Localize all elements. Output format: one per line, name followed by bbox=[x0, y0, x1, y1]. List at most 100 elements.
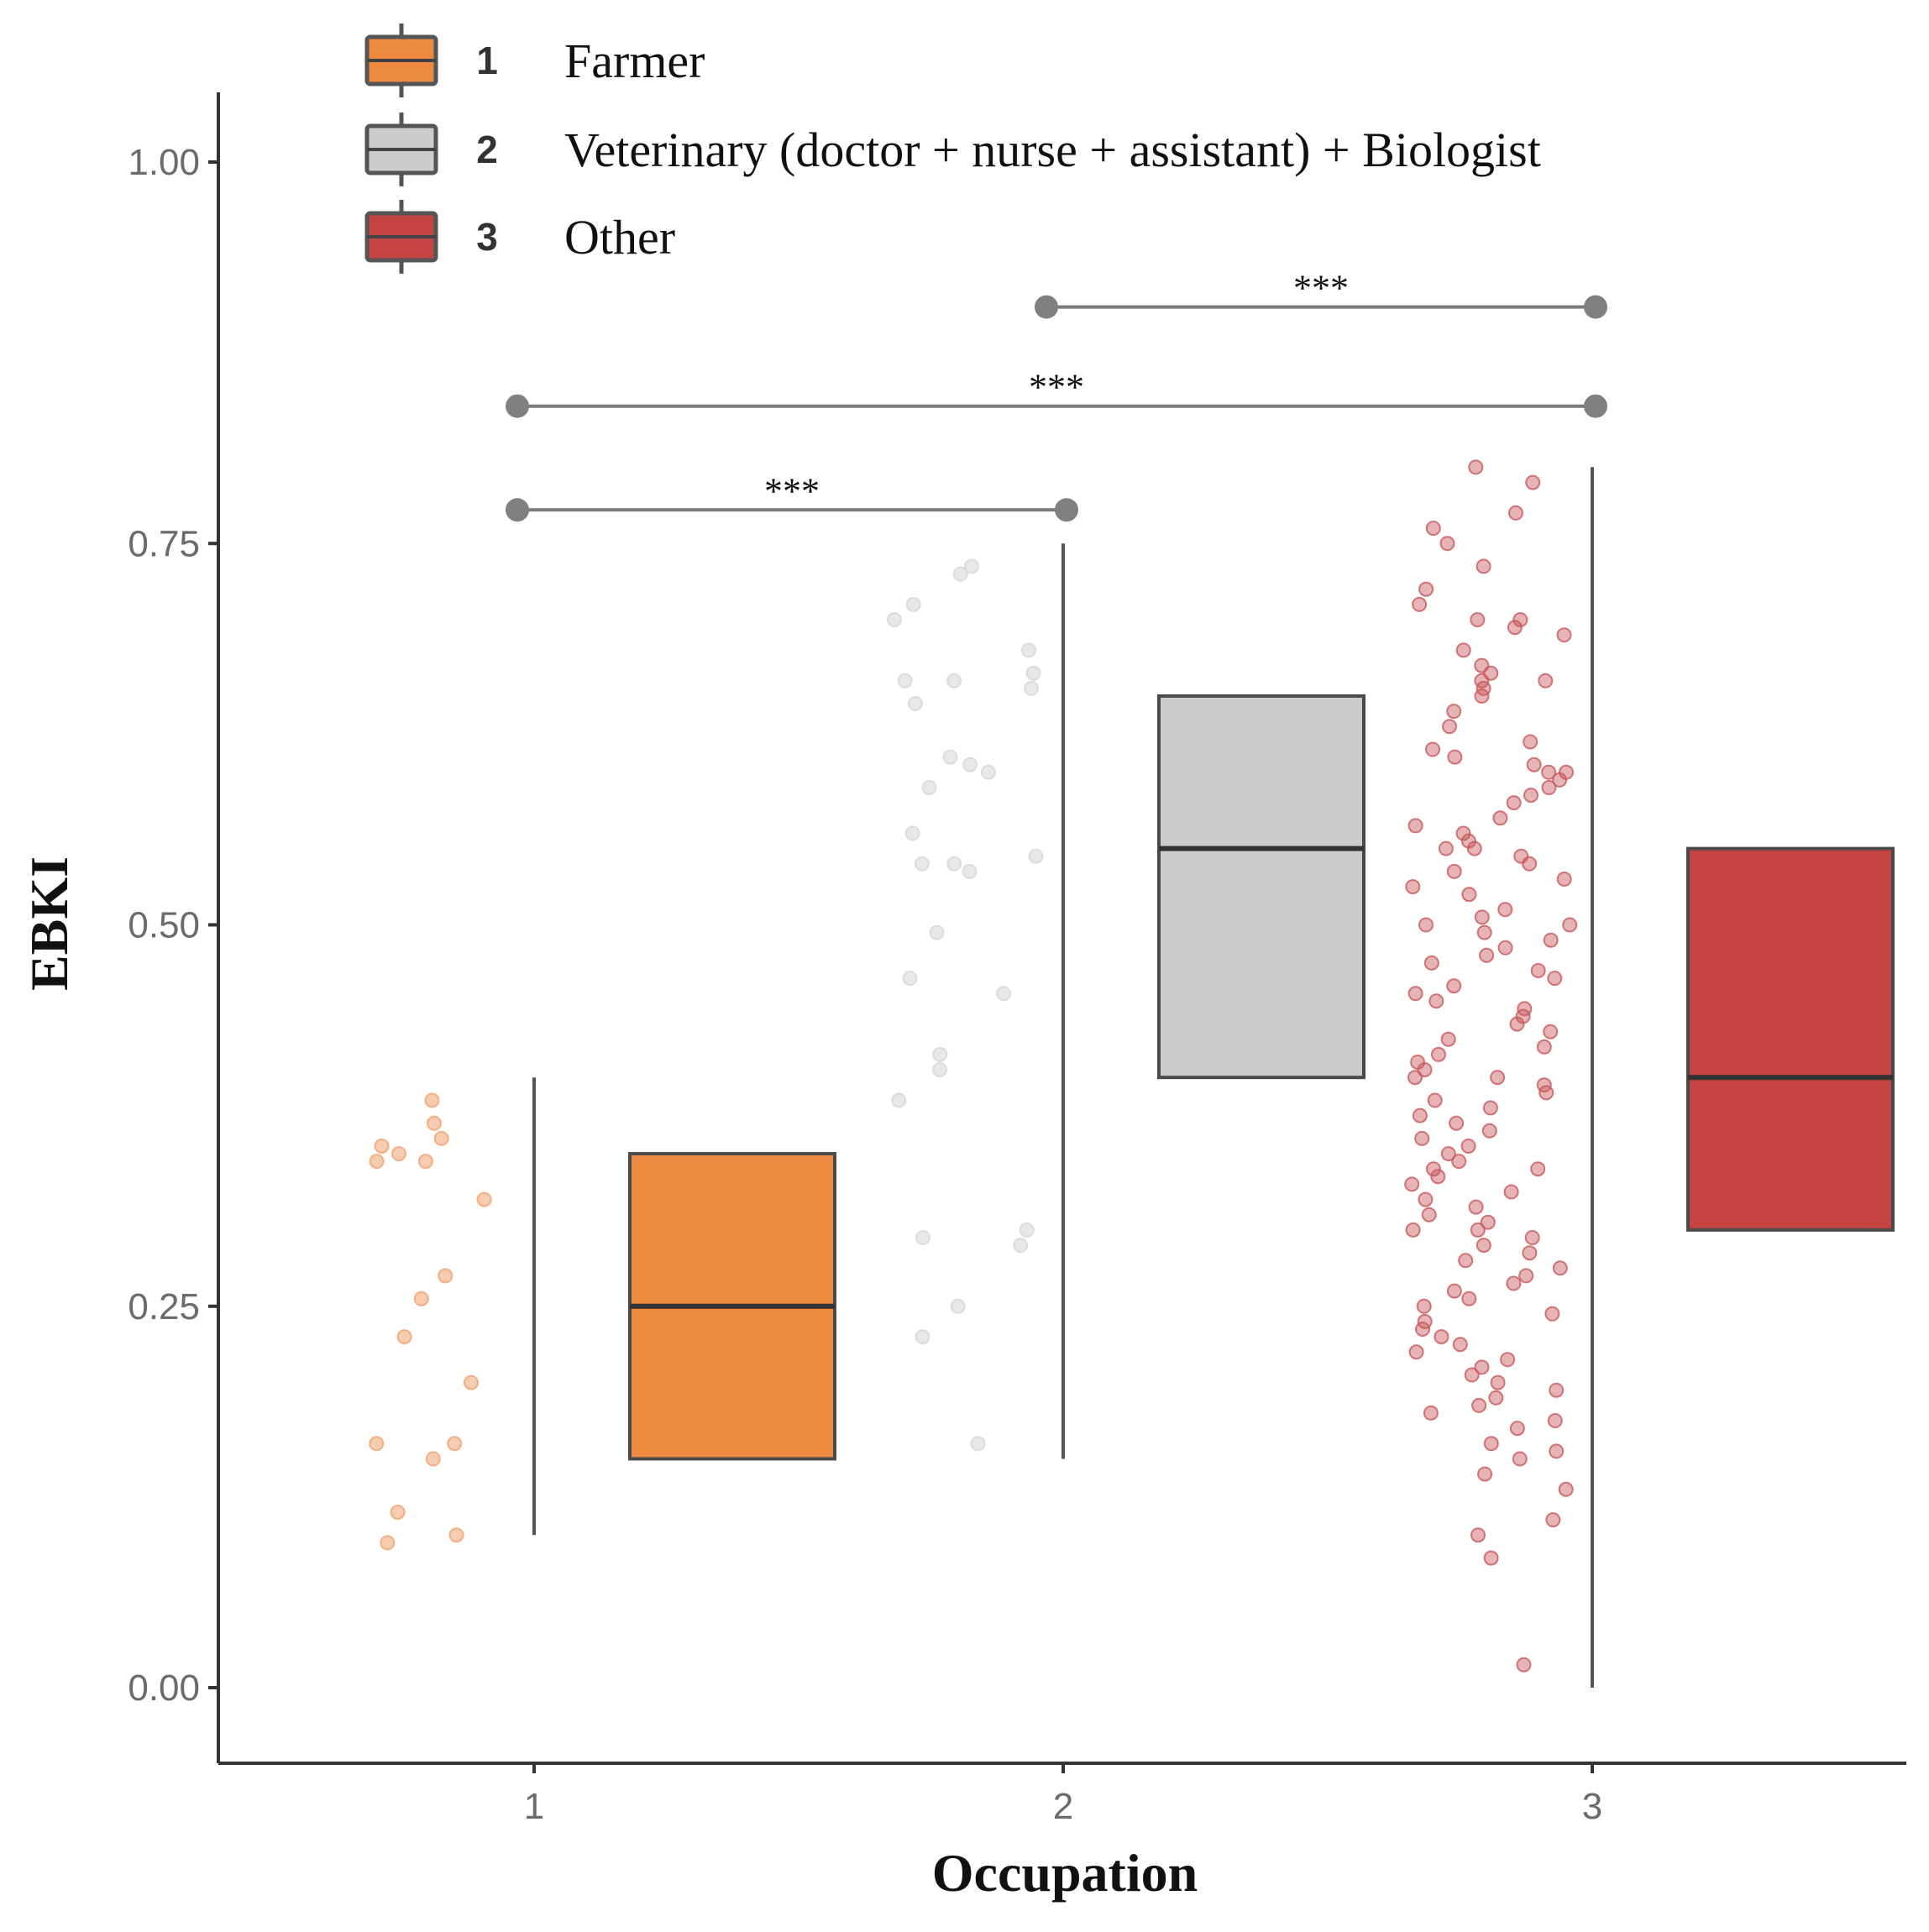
legend-key-number: 3 bbox=[476, 215, 498, 259]
data-point bbox=[476, 1191, 492, 1207]
data-point bbox=[1461, 1291, 1477, 1306]
data-point bbox=[1480, 1214, 1496, 1230]
data-point bbox=[897, 673, 913, 689]
data-point bbox=[1541, 764, 1557, 780]
data-point bbox=[1483, 1550, 1499, 1566]
data-point bbox=[464, 1374, 479, 1390]
data-point bbox=[425, 1451, 441, 1467]
data-point bbox=[1461, 887, 1477, 903]
data-point bbox=[970, 1436, 986, 1452]
x-ticks: 1 2 3 bbox=[524, 1763, 1602, 1827]
data-point bbox=[1512, 612, 1528, 628]
bracket-end bbox=[506, 498, 529, 522]
data-point bbox=[380, 1535, 396, 1551]
data-point bbox=[1530, 963, 1546, 978]
data-point bbox=[1421, 1207, 1437, 1223]
data-point bbox=[1544, 1306, 1560, 1322]
data-point bbox=[1470, 1222, 1486, 1238]
data-point bbox=[1556, 872, 1572, 887]
box-category-3 bbox=[1591, 467, 1895, 1688]
data-point bbox=[1474, 689, 1490, 704]
x-axis-title: Occupation bbox=[932, 1843, 1198, 1903]
legend-label: Farmer bbox=[564, 34, 705, 88]
data-point bbox=[1470, 612, 1486, 628]
data-point bbox=[1425, 521, 1441, 537]
data-point bbox=[1019, 1222, 1035, 1238]
data-point bbox=[1500, 1352, 1516, 1368]
data-point bbox=[1418, 1191, 1434, 1207]
data-point bbox=[1025, 665, 1041, 681]
data-point bbox=[1426, 1161, 1441, 1177]
data-point bbox=[908, 696, 923, 711]
significance-brackets: *** *** *** bbox=[506, 268, 1607, 522]
data-point bbox=[1430, 1169, 1446, 1185]
data-point bbox=[1423, 955, 1439, 971]
data-point bbox=[1446, 863, 1462, 879]
data-point bbox=[1446, 704, 1462, 720]
data-point bbox=[1497, 902, 1513, 918]
data-point bbox=[891, 1092, 907, 1108]
data-point bbox=[1518, 1268, 1534, 1284]
data-point bbox=[946, 856, 962, 872]
data-point bbox=[1509, 1016, 1525, 1032]
data-point bbox=[1556, 627, 1572, 643]
data-point bbox=[1418, 917, 1434, 933]
y-tick-label: 0.25 bbox=[128, 1286, 200, 1327]
data-point bbox=[1525, 474, 1541, 490]
data-point bbox=[1028, 848, 1044, 864]
jitter-points bbox=[369, 459, 1578, 1673]
data-point bbox=[1013, 1238, 1029, 1254]
data-point bbox=[1405, 879, 1421, 895]
data-point bbox=[1434, 1329, 1449, 1345]
legend-key-number: 2 bbox=[476, 128, 498, 171]
bracket-end bbox=[1584, 295, 1607, 319]
data-point bbox=[932, 1062, 947, 1078]
y-tick-label: 0.50 bbox=[128, 905, 200, 946]
data-point bbox=[1524, 1230, 1540, 1245]
box bbox=[1686, 846, 1895, 1232]
data-point bbox=[921, 780, 937, 795]
y-tick-label: 0.75 bbox=[128, 523, 200, 564]
data-point bbox=[1552, 1260, 1568, 1276]
data-point bbox=[1522, 1245, 1538, 1261]
data-point bbox=[902, 971, 918, 987]
data-point bbox=[1490, 1374, 1506, 1390]
data-point bbox=[1470, 1527, 1486, 1543]
data-point bbox=[1404, 1176, 1420, 1192]
data-point bbox=[1538, 673, 1554, 689]
significance-bracket: *** bbox=[506, 367, 1607, 418]
data-point bbox=[1522, 856, 1538, 872]
data-point bbox=[369, 1436, 385, 1452]
bracket-end bbox=[1035, 295, 1058, 319]
data-point bbox=[980, 764, 996, 780]
data-point bbox=[1516, 1657, 1532, 1673]
data-point bbox=[433, 1130, 449, 1146]
data-point bbox=[1558, 1481, 1574, 1497]
data-point bbox=[1466, 840, 1482, 856]
legend-item-1: 1 Farmer bbox=[364, 24, 705, 97]
data-point bbox=[1460, 833, 1476, 849]
data-point bbox=[1408, 1344, 1424, 1360]
legend-label: Other bbox=[564, 210, 675, 264]
data-point bbox=[1562, 917, 1578, 933]
data-point bbox=[1431, 1046, 1446, 1062]
data-point bbox=[915, 1230, 930, 1245]
data-point bbox=[1414, 1130, 1430, 1146]
data-point bbox=[1446, 978, 1462, 994]
data-point bbox=[1552, 772, 1568, 788]
bracket-end bbox=[1584, 394, 1607, 418]
data-point bbox=[1024, 680, 1039, 696]
data-point bbox=[1507, 620, 1523, 636]
data-point bbox=[369, 1154, 385, 1170]
x-tick-label: 1 bbox=[524, 1786, 544, 1827]
data-point bbox=[942, 749, 958, 765]
data-point bbox=[427, 1115, 442, 1131]
data-point bbox=[1492, 810, 1508, 826]
data-point bbox=[1440, 1146, 1456, 1162]
data-point bbox=[424, 1092, 440, 1108]
significance-bracket: *** bbox=[506, 470, 1078, 522]
data-point bbox=[1549, 1443, 1565, 1459]
data-point bbox=[1549, 1382, 1565, 1398]
data-point bbox=[1407, 986, 1423, 1002]
